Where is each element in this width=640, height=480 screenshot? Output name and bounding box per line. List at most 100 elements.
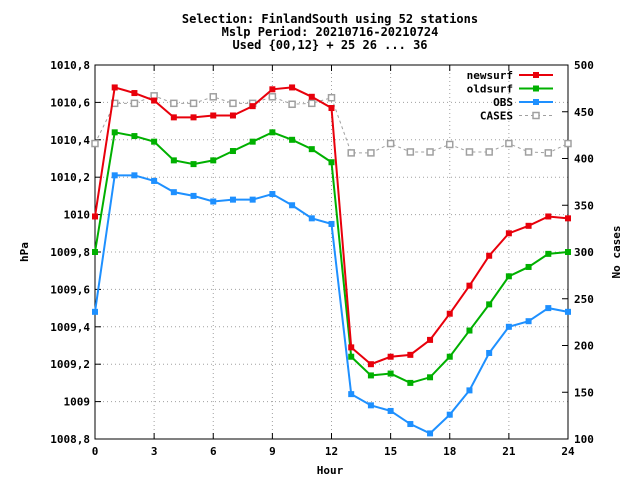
data-point-obs [427,430,434,437]
data-point-cases [564,139,572,148]
data-point-cases [327,93,336,102]
data-point-obs [525,318,532,325]
data-point-cases [91,139,99,148]
data-point-cases [229,99,237,108]
data-point-obs [505,323,512,330]
data-point-obs [229,196,236,203]
y-left-tick-label: 1009,2 [50,358,90,371]
x-tick-label: 0 [92,445,99,458]
data-point-cases [485,148,493,156]
data-point-obs [210,198,217,205]
data-point-obs [131,172,138,179]
data-point-cases [505,139,513,148]
data-point-newsurf [170,114,177,121]
y-left-tick-label: 1010 [64,209,91,222]
data-point-obs [151,177,158,184]
y-left-tick-label: 1009,8 [50,246,90,259]
data-point-newsurf [505,230,512,237]
data-point-cases [544,149,553,157]
y-left-tick-label: 1010,6 [50,96,90,109]
data-point-obs [466,387,473,394]
data-point-newsurf [545,213,552,220]
data-point-cases [446,140,454,149]
legend-item-oldsurf: oldsurf [467,83,553,96]
legend-label: newsurf [467,69,513,82]
y-right-tick-label: 400 [574,153,594,166]
data-point-newsurf [249,103,256,110]
grid [95,65,568,439]
legend-swatch-marker [533,72,539,78]
y-left-tick-label: 1008,8 [50,433,90,446]
data-point-obs [446,411,453,418]
data-point-obs [269,191,276,198]
data-point-cases [209,93,217,101]
y-right-tick-label: 100 [574,433,594,446]
y-left-tick-label: 1009 [64,396,91,409]
data-point-oldsurf [229,148,236,155]
data-point-obs [308,215,315,222]
data-point-cases [308,99,316,108]
y-left-tick-label: 1010,4 [50,134,90,147]
legend-label: CASES [480,110,513,123]
data-point-obs [289,202,296,209]
data-point-cases [268,93,277,101]
series-newsurf [92,84,571,368]
data-point-oldsurf [210,157,217,164]
series-line-obs [94,174,569,435]
x-tick-label: 15 [384,445,397,458]
data-point-newsurf [348,344,355,351]
legend-swatch-marker [532,111,540,120]
data-point-oldsurf [289,136,296,143]
data-point-oldsurf [190,161,197,168]
data-point-oldsurf [446,353,453,360]
data-point-oldsurf [308,146,315,153]
legend-item-cases: CASES [480,110,553,123]
data-point-obs [407,421,414,428]
y-right-tick-label: 300 [574,246,594,259]
data-point-oldsurf [92,249,98,255]
data-point-obs [545,305,552,312]
x-tick-label: 3 [151,445,158,458]
data-point-cases [347,149,355,157]
data-point-newsurf [190,114,197,121]
data-point-obs [92,308,98,315]
data-point-newsurf [289,84,296,91]
data-point-cases [386,139,395,148]
series-obs [92,172,571,437]
data-point-newsurf [131,90,138,97]
y-left-tick-label: 1010,8 [50,59,90,72]
x-tick-label: 6 [210,445,217,458]
legend-item-newsurf: newsurf [467,69,553,82]
data-point-oldsurf [466,327,473,334]
data-point-oldsurf [525,263,532,270]
data-point-newsurf [269,86,276,93]
axis-ticks: 0 3 6 9 12 15 18 21 24 1008,8 1009 1009,2 1009,4 1009… [50,59,594,458]
data-point-oldsurf [407,379,414,386]
data-point-oldsurf [131,133,138,140]
data-point-obs [387,407,394,414]
data-point-newsurf [367,361,374,368]
data-point-oldsurf [151,138,158,145]
x-tick-label: 18 [443,445,456,458]
legend-item-obs: OBS [493,96,553,109]
x-tick-label: 9 [269,445,276,458]
y-right-tick-label: 350 [574,199,594,212]
x-tick-label: 21 [502,445,516,458]
data-point-obs [486,349,493,356]
data-point-oldsurf [427,374,434,381]
y-right-tick-label: 500 [574,59,594,72]
y-right-tick-label: 450 [574,106,594,119]
y-right-tick-label: 200 [574,340,594,353]
data-point-obs [328,220,335,227]
data-point-cases [367,149,375,157]
data-point-oldsurf [348,353,355,360]
data-point-oldsurf [565,249,571,255]
data-point-oldsurf [111,129,118,136]
data-point-obs [565,308,571,315]
data-point-newsurf [565,215,571,222]
data-point-cases [189,99,198,108]
series-layer [91,84,572,437]
data-point-newsurf [525,222,532,229]
